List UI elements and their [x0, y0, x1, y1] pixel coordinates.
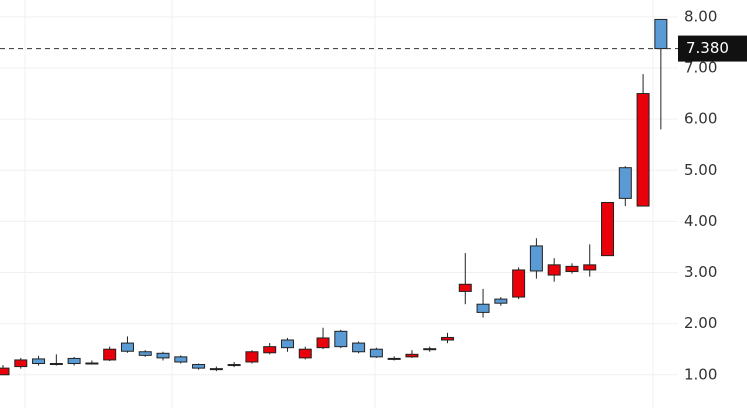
candle-body [618, 167, 632, 199]
candle-body [334, 330, 348, 348]
y-tick-label: 2.00 [684, 314, 717, 332]
candle-body [352, 342, 366, 353]
candle-body [601, 201, 615, 257]
last-price-label: 7.380 [686, 39, 729, 57]
candle-body [512, 269, 526, 298]
y-tick-label: 8.00 [684, 7, 717, 25]
y-tick-label: 3.00 [684, 263, 717, 281]
candle-body [636, 93, 650, 207]
candle-body [138, 351, 152, 356]
y-tick-label: 6.00 [684, 110, 717, 128]
candle-body [156, 352, 170, 359]
candle-body [369, 348, 383, 358]
y-tick-label: 5.00 [684, 161, 717, 179]
candle-body [32, 358, 46, 365]
candle-body [49, 363, 63, 366]
candle-body [316, 337, 330, 349]
candle-body [85, 362, 99, 365]
candle-body [298, 348, 312, 359]
candle-body [529, 245, 543, 272]
candle-body [67, 357, 81, 365]
candle-body [0, 367, 10, 376]
y-tick-label: 4.00 [684, 212, 717, 230]
candle-body [120, 342, 134, 352]
candle-body [192, 364, 206, 369]
candle-body [476, 303, 490, 313]
candle-body [654, 18, 668, 50]
candle-body [387, 357, 401, 360]
candle-body [209, 368, 223, 371]
candle-body [405, 353, 419, 358]
candle-body [565, 265, 579, 272]
candle-body [494, 298, 508, 304]
candle-body [103, 348, 117, 361]
candle-body [227, 364, 241, 367]
last-price-box [678, 35, 747, 62]
y-tick-label: 1.00 [684, 365, 717, 383]
candle-body [14, 359, 28, 368]
candle-body [583, 264, 597, 271]
y-tick-label: 7.00 [684, 59, 717, 77]
candle-body [547, 264, 561, 276]
candle-body [245, 351, 259, 363]
candle-body [280, 339, 294, 349]
candle-body [441, 336, 454, 341]
candle-body [263, 346, 277, 354]
candle-body [423, 348, 437, 351]
candle-body [458, 283, 472, 292]
candle-body [174, 356, 188, 363]
